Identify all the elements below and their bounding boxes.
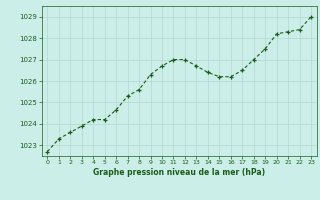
X-axis label: Graphe pression niveau de la mer (hPa): Graphe pression niveau de la mer (hPa): [93, 168, 265, 177]
